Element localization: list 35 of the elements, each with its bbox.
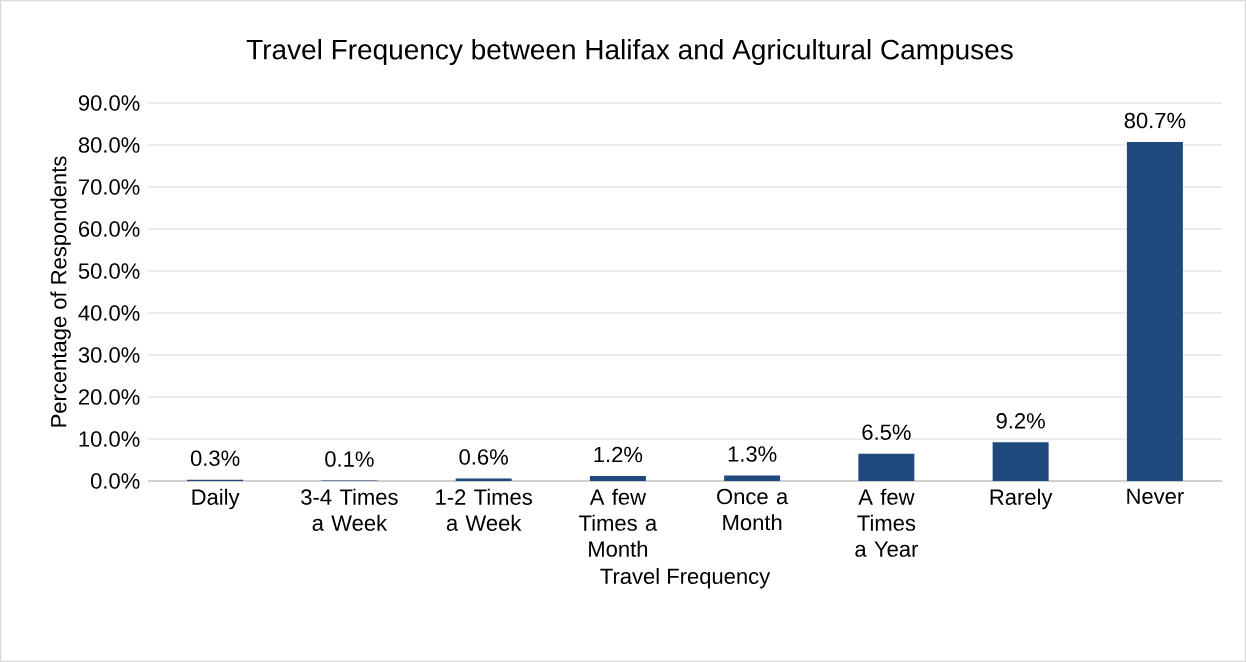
y-tick-label: 60.0%: [79, 221, 140, 237]
x-tick-label: 1-2 Times a Week: [436, 488, 532, 531]
bar: [589, 475, 646, 481]
chart-title: Travel Frequency between Halifax and Agricultural Campuses: [246, 38, 1013, 66]
y-tick-label: 70.0%: [79, 179, 140, 195]
data-label: 80.7%: [1124, 112, 1186, 129]
y-tick-label: 0.0%: [91, 473, 140, 489]
x-tick-label: Rarely: [990, 488, 1053, 510]
y-tick-label: 90.0%: [78, 95, 140, 111]
y-tick-label: 20.0%: [78, 389, 140, 405]
bar: [1126, 142, 1183, 481]
x-tick-label: Daily: [192, 488, 240, 510]
data-label: 1.3%: [728, 446, 777, 462]
bar: [992, 442, 1049, 481]
data-label: 6.5%: [862, 424, 911, 440]
x-tick-label: Never: [1127, 488, 1184, 505]
x-tick-label: A few Times a Month: [579, 488, 658, 557]
y-tick-label: 80.0%: [78, 137, 140, 153]
bar: [858, 453, 915, 481]
x-tick-label: 3-4 Times a Week: [301, 488, 398, 531]
y-tick-label: 40.0%: [78, 305, 140, 321]
data-label: 0.6%: [459, 449, 508, 465]
data-label: 0.3%: [190, 450, 240, 467]
y-tick-label: 50.0%: [78, 263, 140, 279]
x-tick-label: Once a Month: [717, 488, 789, 531]
data-label: 0.1%: [325, 451, 374, 467]
data-label: 9.2%: [996, 413, 1045, 429]
y-tick-label: 10.0%: [79, 431, 140, 447]
bar: [455, 478, 512, 481]
x-axis-title: Travel Frequency: [600, 567, 771, 589]
data-label: 1.2%: [594, 446, 643, 463]
x-tick-label: A few Times a Year: [855, 488, 919, 557]
y-tick-label: 30.0%: [78, 347, 140, 363]
y-axis-title: Percentage of Respondents: [50, 156, 71, 427]
bar: [724, 475, 781, 481]
